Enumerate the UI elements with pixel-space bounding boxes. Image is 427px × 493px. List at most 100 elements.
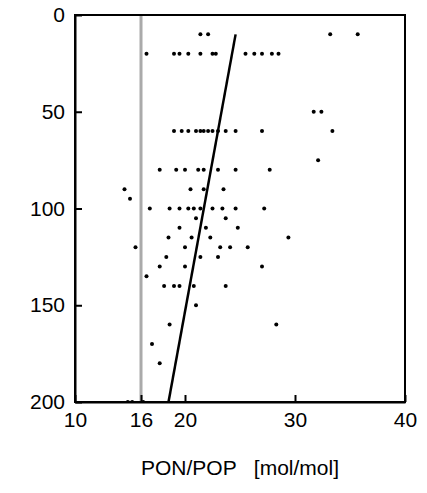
point xyxy=(328,32,332,36)
point xyxy=(145,274,149,278)
point xyxy=(134,245,138,249)
point xyxy=(208,236,212,240)
x-tick-label: 40 xyxy=(394,408,417,431)
marks xyxy=(123,15,360,402)
point xyxy=(277,52,281,56)
point xyxy=(224,216,228,220)
point xyxy=(172,129,176,133)
point xyxy=(168,207,172,211)
point xyxy=(204,226,208,230)
point xyxy=(189,187,193,191)
point xyxy=(158,361,162,365)
y-tick-mark xyxy=(75,208,82,210)
point xyxy=(178,284,182,288)
point xyxy=(270,52,274,56)
point xyxy=(252,52,256,56)
x-tick-mark xyxy=(295,395,297,402)
point xyxy=(196,168,200,172)
point xyxy=(211,207,215,211)
point xyxy=(198,207,202,211)
x-tick: 30 xyxy=(284,395,307,431)
point xyxy=(148,207,152,211)
point xyxy=(214,52,218,56)
point xyxy=(216,255,220,259)
point xyxy=(192,284,196,288)
y-tick-mark xyxy=(75,305,82,307)
point xyxy=(316,158,320,162)
point xyxy=(178,207,182,211)
point xyxy=(164,255,168,259)
point xyxy=(211,129,215,133)
point xyxy=(202,168,206,172)
point xyxy=(180,129,184,133)
point xyxy=(268,168,272,172)
frame xyxy=(75,15,405,402)
point xyxy=(220,207,224,211)
point xyxy=(190,236,194,240)
point xyxy=(260,52,264,56)
point xyxy=(234,129,238,133)
x-axis: 1016203040 xyxy=(64,395,417,431)
x-axis-title: PON/POP [mol/mol] xyxy=(141,456,339,479)
point xyxy=(150,342,154,346)
point xyxy=(206,129,210,133)
point xyxy=(260,129,264,133)
x-tick: 20 xyxy=(174,395,197,431)
point xyxy=(236,226,240,230)
point xyxy=(274,323,278,327)
point xyxy=(128,197,132,201)
chart: 1016203040050100150200PON/POP [mol/mol] xyxy=(0,0,427,493)
point xyxy=(194,216,198,220)
point xyxy=(158,168,162,172)
point xyxy=(206,32,210,36)
point xyxy=(192,207,196,211)
point xyxy=(167,236,171,240)
x-tick-label: 16 xyxy=(130,408,153,431)
point xyxy=(162,284,166,288)
point xyxy=(178,226,182,230)
point xyxy=(312,110,316,114)
point xyxy=(186,129,190,133)
x-tick-mark xyxy=(185,395,187,402)
point xyxy=(172,284,176,288)
point xyxy=(319,110,323,114)
x-tick-label: 20 xyxy=(174,408,197,431)
point xyxy=(222,187,226,191)
point xyxy=(224,129,228,133)
point xyxy=(198,52,202,56)
point xyxy=(198,255,202,259)
point xyxy=(246,245,250,249)
point xyxy=(174,168,178,172)
x-tick: 16 xyxy=(130,395,153,431)
point xyxy=(260,265,264,269)
point xyxy=(286,236,290,240)
point xyxy=(194,129,198,133)
point xyxy=(194,303,198,307)
point xyxy=(183,265,187,269)
y-tick-label: 100 xyxy=(30,197,65,220)
y-tick-label: 150 xyxy=(30,293,65,316)
point xyxy=(183,245,187,249)
point xyxy=(186,52,190,56)
point xyxy=(228,245,232,249)
y-tick-label: 50 xyxy=(42,100,65,123)
point xyxy=(216,168,220,172)
point xyxy=(158,265,162,269)
point xyxy=(198,32,202,36)
y-tick-label: 200 xyxy=(30,390,65,413)
point xyxy=(178,52,182,56)
point xyxy=(330,129,334,133)
point xyxy=(202,187,206,191)
point xyxy=(123,187,127,191)
point xyxy=(244,52,248,56)
point xyxy=(186,207,190,211)
point xyxy=(168,323,172,327)
point xyxy=(202,129,206,133)
point xyxy=(234,168,238,172)
point xyxy=(183,168,187,172)
line xyxy=(169,34,236,402)
x-tick-label: 30 xyxy=(284,408,307,431)
point xyxy=(356,32,360,36)
point xyxy=(172,52,176,56)
point xyxy=(234,207,238,211)
